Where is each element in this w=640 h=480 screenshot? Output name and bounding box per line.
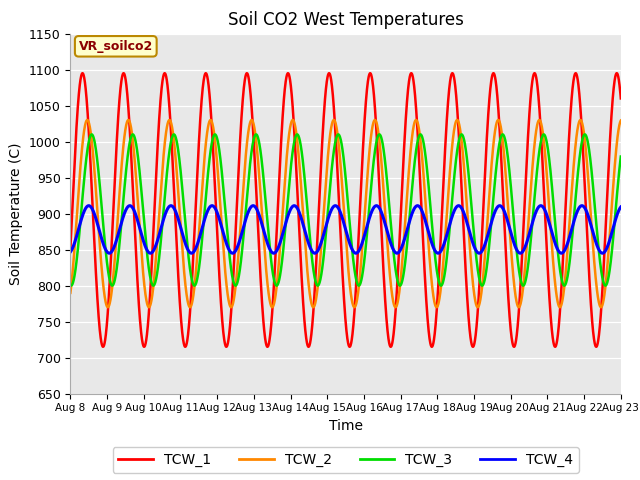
Line: TCW_4: TCW_4 bbox=[70, 206, 621, 253]
Line: TCW_3: TCW_3 bbox=[70, 134, 621, 286]
TCW_4 bbox=[607, 235, 614, 241]
TCW_4 bbox=[301, 230, 309, 236]
Title: Soil CO2 West Temperatures: Soil CO2 West Temperatures bbox=[228, 11, 463, 29]
Text: VR_soilco2: VR_soilco2 bbox=[79, 40, 153, 53]
TCW_4 bbox=[617, 204, 625, 210]
TCW_1 bbox=[593, 344, 600, 349]
TCW_4 bbox=[278, 235, 285, 240]
TCW_2 bbox=[547, 228, 555, 234]
TCW_1 bbox=[606, 134, 614, 140]
X-axis label: Time: Time bbox=[328, 419, 363, 433]
TCW_1 bbox=[301, 328, 309, 334]
TCW_3 bbox=[617, 154, 625, 159]
TCW_4 bbox=[129, 206, 137, 212]
TCW_2 bbox=[162, 130, 170, 136]
Y-axis label: Soil Temperature (C): Soil Temperature (C) bbox=[9, 143, 23, 285]
TCW_2 bbox=[67, 290, 74, 296]
TCW_3 bbox=[130, 132, 138, 138]
TCW_1 bbox=[67, 245, 74, 251]
TCW_3 bbox=[67, 282, 74, 288]
TCW_1 bbox=[129, 192, 137, 198]
TCW_1 bbox=[278, 133, 285, 139]
Legend: TCW_1, TCW_2, TCW_3, TCW_4: TCW_1, TCW_2, TCW_3, TCW_4 bbox=[113, 447, 579, 473]
Line: TCW_1: TCW_1 bbox=[70, 73, 621, 347]
TCW_1 bbox=[613, 71, 621, 76]
TCW_3 bbox=[547, 174, 555, 180]
TCW_3 bbox=[607, 262, 614, 268]
TCW_3 bbox=[302, 187, 310, 193]
TCW_2 bbox=[278, 223, 285, 228]
TCW_3 bbox=[67, 283, 75, 288]
TCW_4 bbox=[85, 203, 93, 209]
TCW_2 bbox=[617, 118, 625, 123]
TCW_1 bbox=[162, 72, 170, 78]
Line: TCW_2: TCW_2 bbox=[70, 120, 621, 307]
TCW_2 bbox=[83, 117, 91, 123]
TCW_2 bbox=[597, 304, 605, 310]
TCW_2 bbox=[607, 224, 614, 229]
TCW_2 bbox=[129, 143, 137, 149]
TCW_3 bbox=[278, 260, 285, 266]
TCW_4 bbox=[162, 209, 170, 215]
TCW_1 bbox=[547, 314, 554, 320]
TCW_1 bbox=[617, 96, 625, 101]
TCW_3 bbox=[88, 132, 95, 137]
TCW_4 bbox=[547, 226, 555, 231]
TCW_3 bbox=[163, 178, 170, 184]
TCW_4 bbox=[598, 250, 606, 256]
TCW_2 bbox=[301, 245, 309, 251]
TCW_4 bbox=[67, 249, 74, 255]
